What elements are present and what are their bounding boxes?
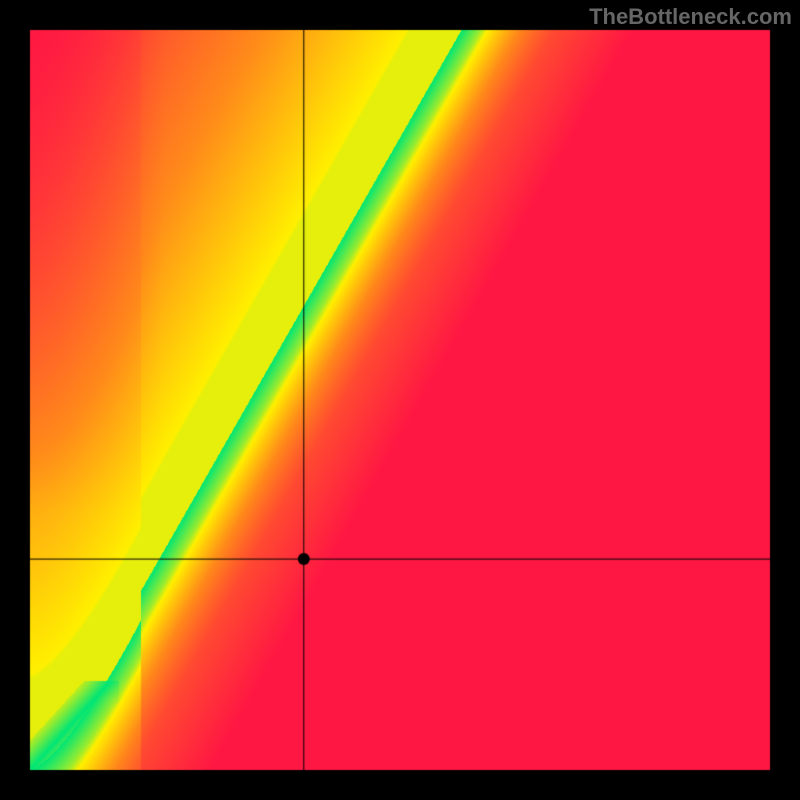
chart-container: TheBottleneck.com [0, 0, 800, 800]
watermark-text: TheBottleneck.com [589, 4, 792, 30]
heatmap-canvas [0, 0, 800, 800]
